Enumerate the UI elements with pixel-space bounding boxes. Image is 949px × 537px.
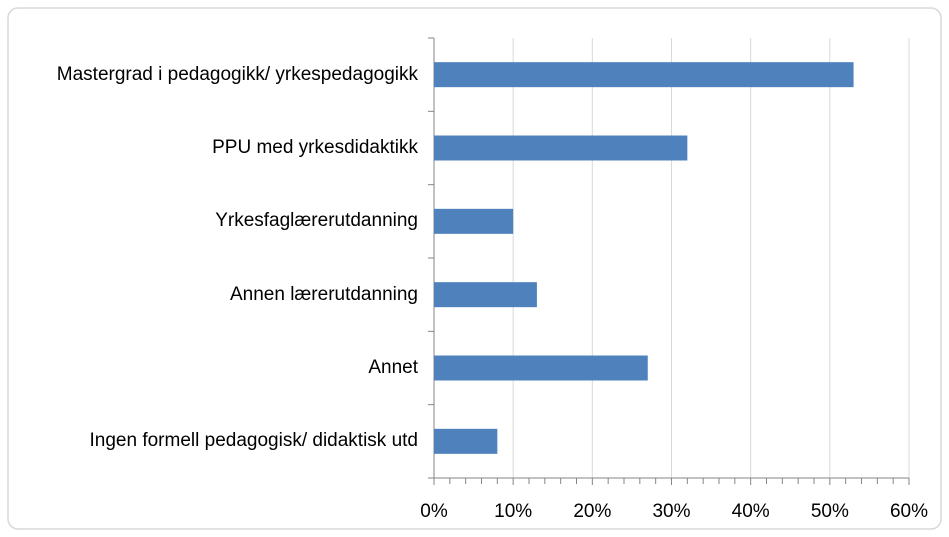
bar [434, 208, 514, 234]
bar [434, 355, 648, 381]
bar [434, 135, 688, 161]
y-tick-label-box: PPU med yrkesdidaktikk [212, 113, 418, 183]
y-tick-label: Annet [368, 357, 418, 378]
x-tick-label: 50% [811, 501, 849, 522]
x-tick-label: 30% [652, 501, 690, 522]
y-tick-label: Ingen formell pedagogisk/ didaktisk utd [89, 430, 418, 452]
y-tick-label-box: Ingen formell pedagogisk/ didaktisk utd [90, 406, 418, 476]
y-tick-label-box: Yrkesfaglærerutdanning [215, 186, 418, 256]
x-tick-label: 0% [420, 501, 448, 522]
x-tick-label: 60% [890, 501, 928, 522]
bar [434, 62, 854, 88]
y-tick-label: Mastergrad i pedagogikk/ yrkespedagogikk [56, 63, 418, 85]
y-tick-label: Annen lærerutdanning [229, 283, 418, 305]
y-tick-label-box: Mastergrad i pedagogikk/ yrkespedagogikk [57, 40, 418, 110]
y-tick-label-box: Annet [368, 333, 418, 403]
y-tick-label: PPU med yrkesdidaktikk [212, 137, 418, 158]
x-tick-label: 10% [494, 501, 532, 522]
x-tick-label: 20% [573, 501, 611, 522]
bar [434, 428, 498, 454]
y-tick-label-box: Annen lærerutdanning [230, 260, 418, 330]
y-tick-label: Yrkesfaglærerutdanning [215, 210, 418, 232]
bar [434, 282, 537, 308]
x-tick-label: 40% [732, 501, 770, 522]
chart-border [7, 7, 942, 530]
